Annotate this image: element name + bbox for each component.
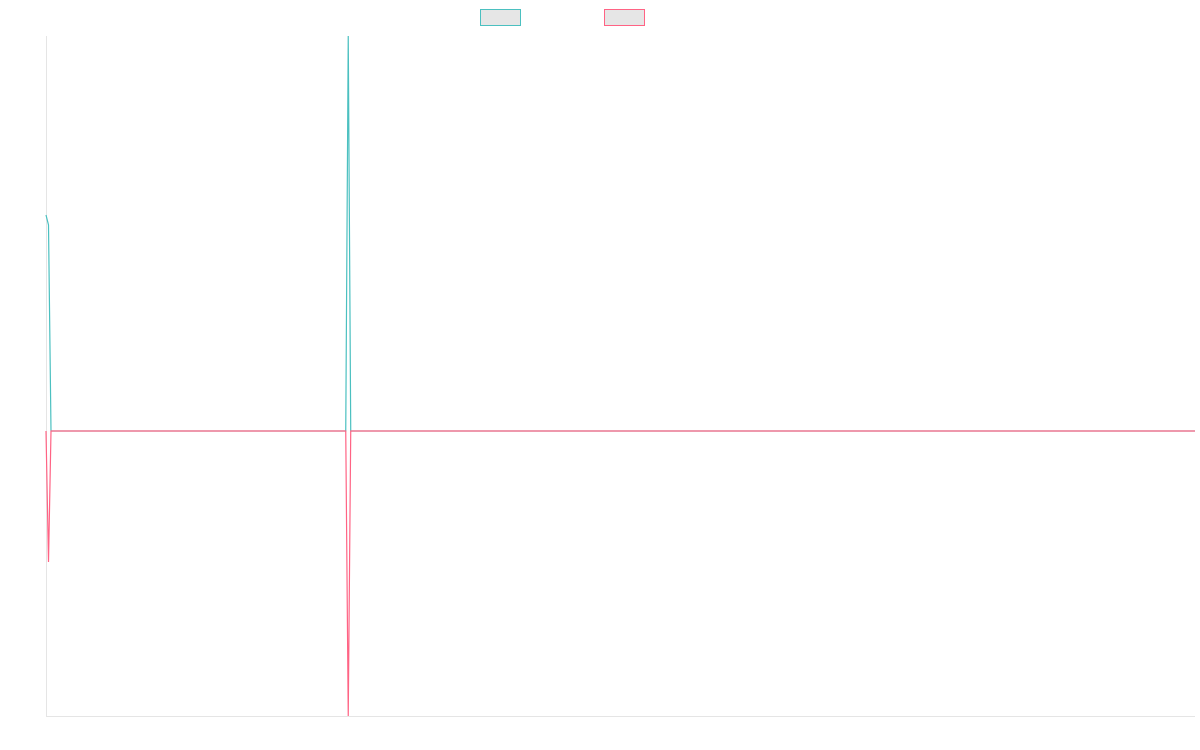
legend-swatch[interactable] bbox=[604, 9, 645, 26]
line-series bbox=[45, 35, 1195, 432]
legend-swatch[interactable] bbox=[480, 9, 521, 26]
line-series bbox=[45, 430, 1195, 717]
